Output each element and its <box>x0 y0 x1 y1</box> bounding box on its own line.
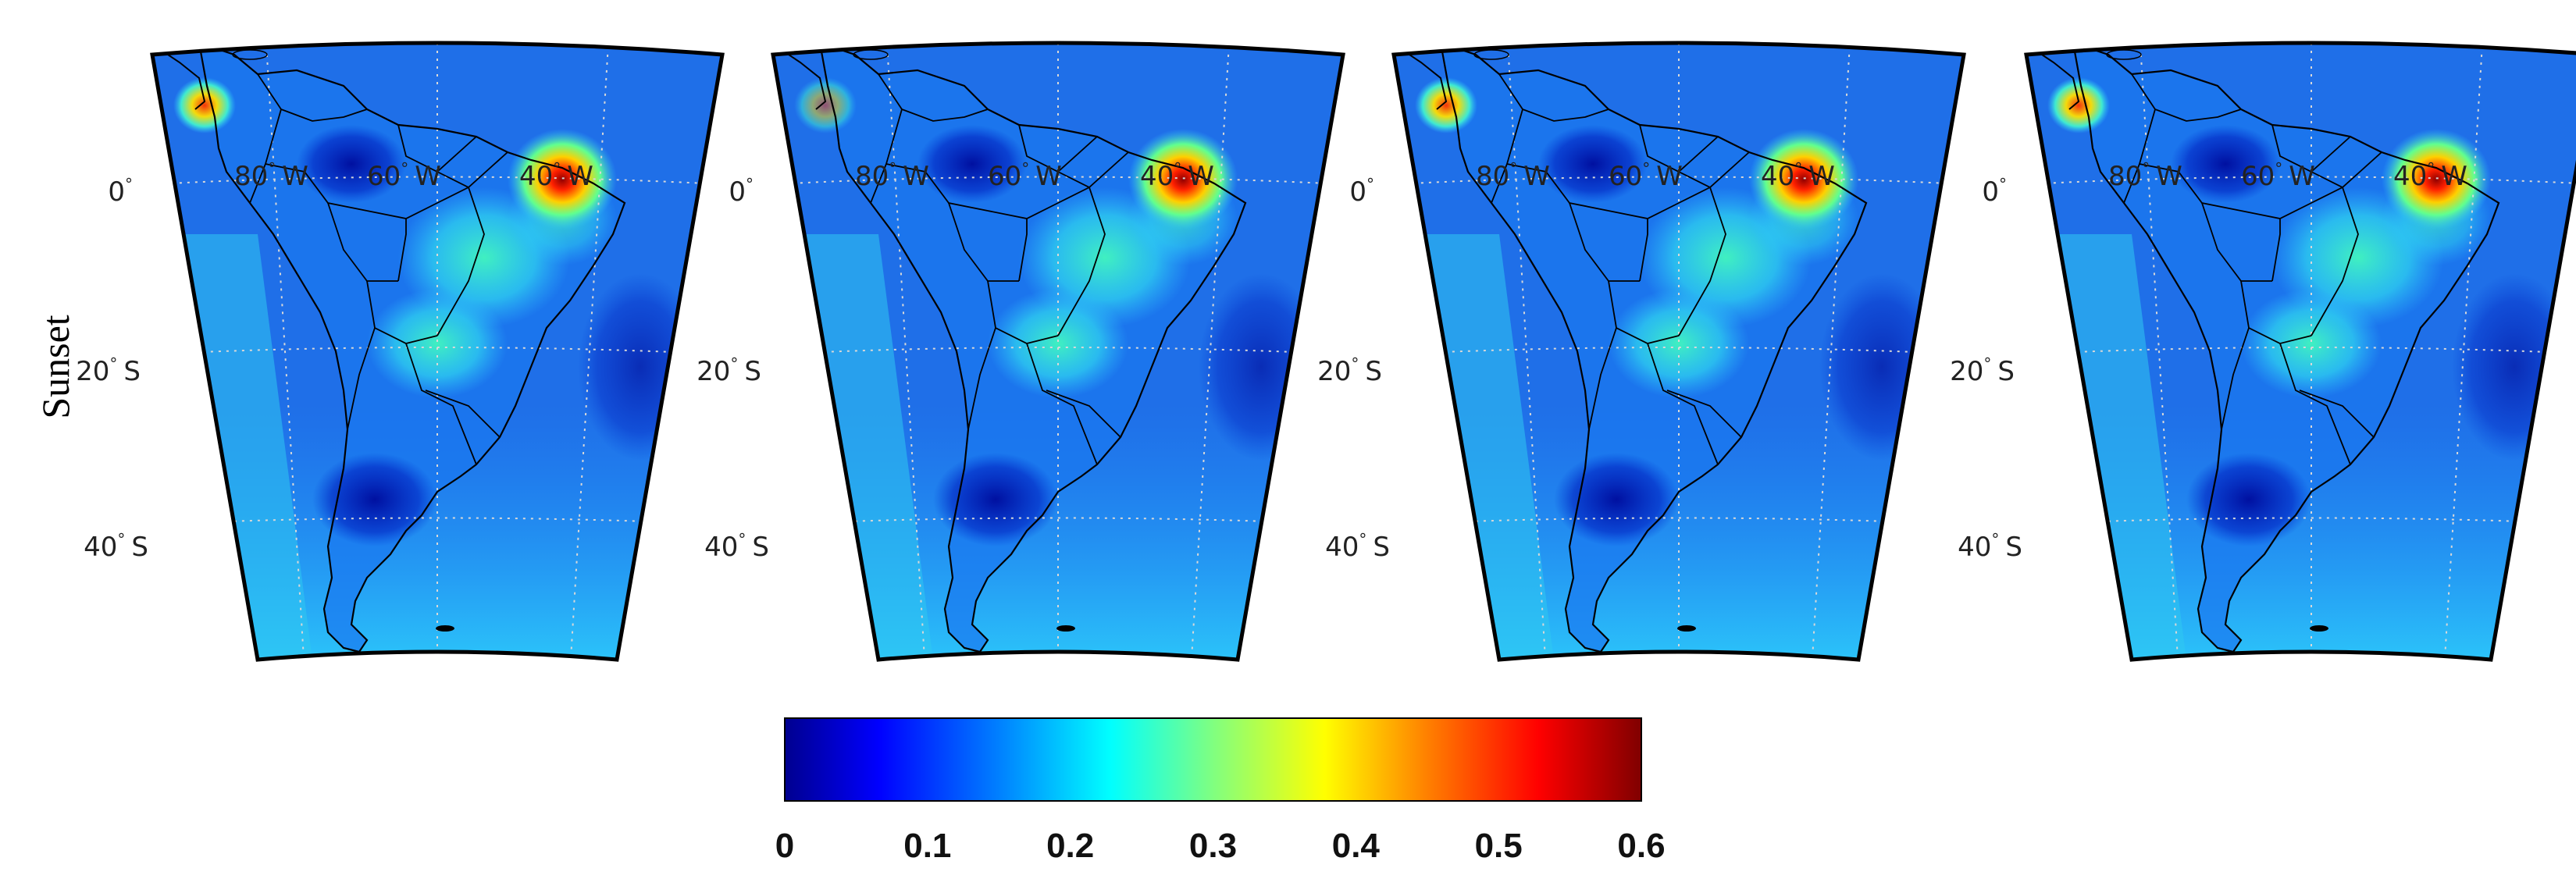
map-panel-4: 0° 20° S 40° S 80° W 60° W 40° W <box>1950 41 2576 662</box>
patagonia-low <box>933 453 1058 546</box>
map-frame <box>771 41 1345 662</box>
falkland-islands <box>1677 625 1696 632</box>
lat-label-20: 20° S <box>697 354 761 387</box>
lon-label-60: 60° W <box>988 159 1062 192</box>
northeast-brazil-peak <box>1128 129 1238 230</box>
country-borders <box>249 73 508 465</box>
lon-label-40: 40° W <box>519 159 593 192</box>
patagonia-low <box>2186 453 2311 546</box>
colorbar-tick-0.3: 0.3 <box>1189 827 1237 865</box>
atlantic-low <box>1819 273 1944 461</box>
map-panel-1: 0° 20° S 40° S 80° W 60° W 40° W <box>76 41 725 662</box>
country-borders <box>1491 73 1750 465</box>
colorbar-tick-0: 0 <box>775 827 794 865</box>
panama-peak <box>173 77 236 133</box>
central-america-coast <box>2029 46 2080 110</box>
colorbar-tick-0.4: 0.4 <box>1332 827 1381 865</box>
graticule <box>1394 43 1964 660</box>
lat-label-0: 0° <box>1349 175 1374 208</box>
amazon-low <box>1538 125 1648 203</box>
map-panel-3: 0° 20° S 40° S 80° W 60° W 40° W <box>1317 41 1966 662</box>
lon-label-40: 40° W <box>2393 159 2467 192</box>
colorbar: 0 0.1 0.2 0.3 0.4 0.5 0.6 <box>775 717 1666 865</box>
central-america-coast <box>155 46 206 110</box>
atlantic-low <box>1199 273 1324 461</box>
patagonia-low <box>1554 453 1679 546</box>
central-brazil-anomaly <box>2241 289 2382 398</box>
graticule <box>152 43 722 660</box>
country-borders <box>870 73 1129 465</box>
map-frame <box>1391 41 1966 662</box>
graticule <box>773 43 1343 660</box>
colorbar-tick-0.1: 0.1 <box>903 827 951 865</box>
graticule <box>2026 43 2576 660</box>
lat-label-0: 0° <box>1982 175 2007 208</box>
row-label: Sunset <box>34 315 77 418</box>
colorbar-gradient <box>784 717 1642 802</box>
caribbean-island <box>2106 49 2142 60</box>
lon-label-80: 80° W <box>855 159 929 192</box>
northeast-brazil-peak <box>2382 129 2491 230</box>
map-frame <box>150 41 725 662</box>
lon-label-80: 80° W <box>2108 159 2182 192</box>
patagonia-low <box>312 453 437 546</box>
central-america-coast <box>776 46 827 110</box>
panama-peak <box>2047 77 2110 133</box>
country-borders <box>2123 73 2382 465</box>
lat-label-20: 20° S <box>1950 354 2015 387</box>
central-america-coast <box>1397 46 1448 110</box>
northeast-brazil-peak <box>1749 129 1858 230</box>
lat-label-40: 40° S <box>704 530 769 563</box>
lon-label-40: 40° W <box>1140 159 1214 192</box>
lat-label-0: 0° <box>729 175 754 208</box>
coastline <box>198 43 626 653</box>
colorbar-tick-0.6: 0.6 <box>1617 827 1665 865</box>
falkland-islands <box>1056 625 1075 632</box>
colorbar-tick-labels: 0 0.1 0.2 0.3 0.4 0.5 0.6 <box>775 827 1666 865</box>
map-panel-2: 0° 20° S 40° S 80° W 60° W 40° W <box>697 41 1345 662</box>
lat-label-40: 40° S <box>84 530 148 563</box>
lon-label-80: 80° W <box>1476 159 1550 192</box>
central-brazil-anomaly <box>988 289 1128 398</box>
lon-label-60: 60° W <box>1609 159 1683 192</box>
lon-label-80: 80° W <box>234 159 308 192</box>
lat-label-40: 40° S <box>1325 530 1390 563</box>
central-brazil-anomaly <box>367 289 508 398</box>
lat-label-0: 0° <box>108 175 133 208</box>
panama-peak <box>794 77 857 133</box>
panama-peak <box>1415 77 1477 133</box>
colorbar-tick-0.2: 0.2 <box>1046 827 1094 865</box>
northeast-brazil-peak <box>508 129 617 230</box>
map-panels: 0° 20° S 40° S 80° W 60° W 40° W 0° 20° S 40° S 80° W 60° W… <box>76 41 2576 662</box>
falkland-islands <box>2310 625 2328 632</box>
central-brazil-anomaly <box>1609 289 1749 398</box>
atlantic-low <box>578 273 703 461</box>
coastline <box>818 43 1247 653</box>
amazon-low <box>2171 125 2280 203</box>
lat-label-40: 40° S <box>1958 530 2022 563</box>
colorbar-tick-0.5: 0.5 <box>1475 827 1523 865</box>
lat-label-20: 20° S <box>1317 354 1382 387</box>
lon-label-60: 60° W <box>367 159 441 192</box>
amazon-low <box>917 125 1027 203</box>
falkland-islands <box>436 625 454 632</box>
lat-label-20: 20° S <box>76 354 141 387</box>
coastline <box>1439 43 1868 653</box>
lon-label-40: 40° W <box>1761 159 1835 192</box>
atlantic-low <box>2452 273 2576 461</box>
coastline <box>2072 43 2500 653</box>
caribbean-island <box>232 49 268 60</box>
caribbean-island <box>1473 49 1509 60</box>
caribbean-island <box>853 49 889 60</box>
amazon-low <box>297 125 406 203</box>
lon-label-60: 60° W <box>2241 159 2315 192</box>
